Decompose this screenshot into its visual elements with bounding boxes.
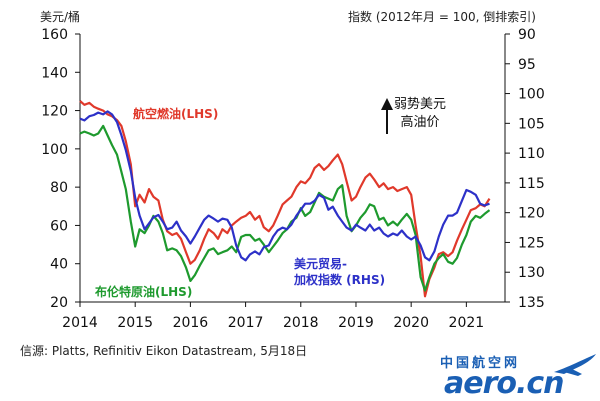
right-tick-label: 105 bbox=[518, 116, 545, 132]
x-tick-label: 2021 bbox=[449, 315, 485, 331]
right-tick-label: 115 bbox=[518, 176, 545, 192]
x-tick-label: 2014 bbox=[62, 315, 98, 331]
dollar-index-label: 加权指数 (RHS) bbox=[293, 272, 385, 287]
right-tick-label: 130 bbox=[518, 265, 545, 281]
dollar-index-line bbox=[79, 110, 490, 262]
airplane-icon bbox=[554, 354, 596, 376]
brent-line bbox=[79, 124, 491, 292]
x-tick-label: 2015 bbox=[117, 315, 153, 331]
jet-fuel-line bbox=[79, 100, 491, 298]
source-note: 信源: Platts, Refinitiv Eikon Datastream, … bbox=[20, 344, 308, 358]
annotation-text: 弱势美元 高油价 bbox=[394, 96, 446, 132]
left-tick-label: 40 bbox=[50, 257, 68, 273]
x-tick-label: 2019 bbox=[338, 315, 374, 331]
left-tick-label: 120 bbox=[41, 104, 68, 120]
left-tick-label: 80 bbox=[50, 180, 68, 196]
x-tick-label: 2018 bbox=[283, 315, 319, 331]
right-tick-label: 110 bbox=[518, 146, 545, 162]
left-tick-label: 60 bbox=[50, 218, 68, 234]
annotation-arrow-head bbox=[381, 98, 393, 110]
left-tick-label: 100 bbox=[41, 142, 68, 158]
right-tick-label: 135 bbox=[518, 295, 545, 311]
x-tick-label: 2016 bbox=[173, 315, 209, 331]
right-tick-label: 120 bbox=[518, 206, 545, 222]
jet-fuel-label: 航空燃油(LHS) bbox=[133, 106, 218, 121]
brent-label: 布伦特原油(LHS) bbox=[95, 284, 192, 299]
logo-chinese-text: 中国航空网 bbox=[440, 356, 521, 371]
dollar-index-label: 美元贸易- bbox=[294, 256, 347, 271]
x-tick-label: 2017 bbox=[228, 315, 264, 331]
right-tick-label: 95 bbox=[518, 57, 536, 73]
left-tick-label: 20 bbox=[50, 295, 68, 311]
annotation-line-2: 高油价 bbox=[400, 115, 440, 130]
right-tick-label: 125 bbox=[518, 235, 545, 251]
right-tick-label: 100 bbox=[518, 87, 545, 103]
x-tick-label: 2020 bbox=[393, 315, 429, 331]
left-axis-unit: 美元/桶 bbox=[40, 10, 81, 24]
right-axis-unit: 指数 (2012年月 = 100, 倒排索引) bbox=[348, 10, 536, 24]
aero-cn-logo[interactable]: 中国航空网 aero.cn bbox=[440, 352, 600, 401]
annotation-line-1: 弱势美元 bbox=[394, 97, 447, 112]
left-tick-label: 160 bbox=[41, 27, 68, 43]
right-tick-label: 90 bbox=[518, 27, 536, 43]
logo-english-text: aero.cn bbox=[444, 366, 565, 401]
left-tick-label: 140 bbox=[41, 65, 68, 81]
